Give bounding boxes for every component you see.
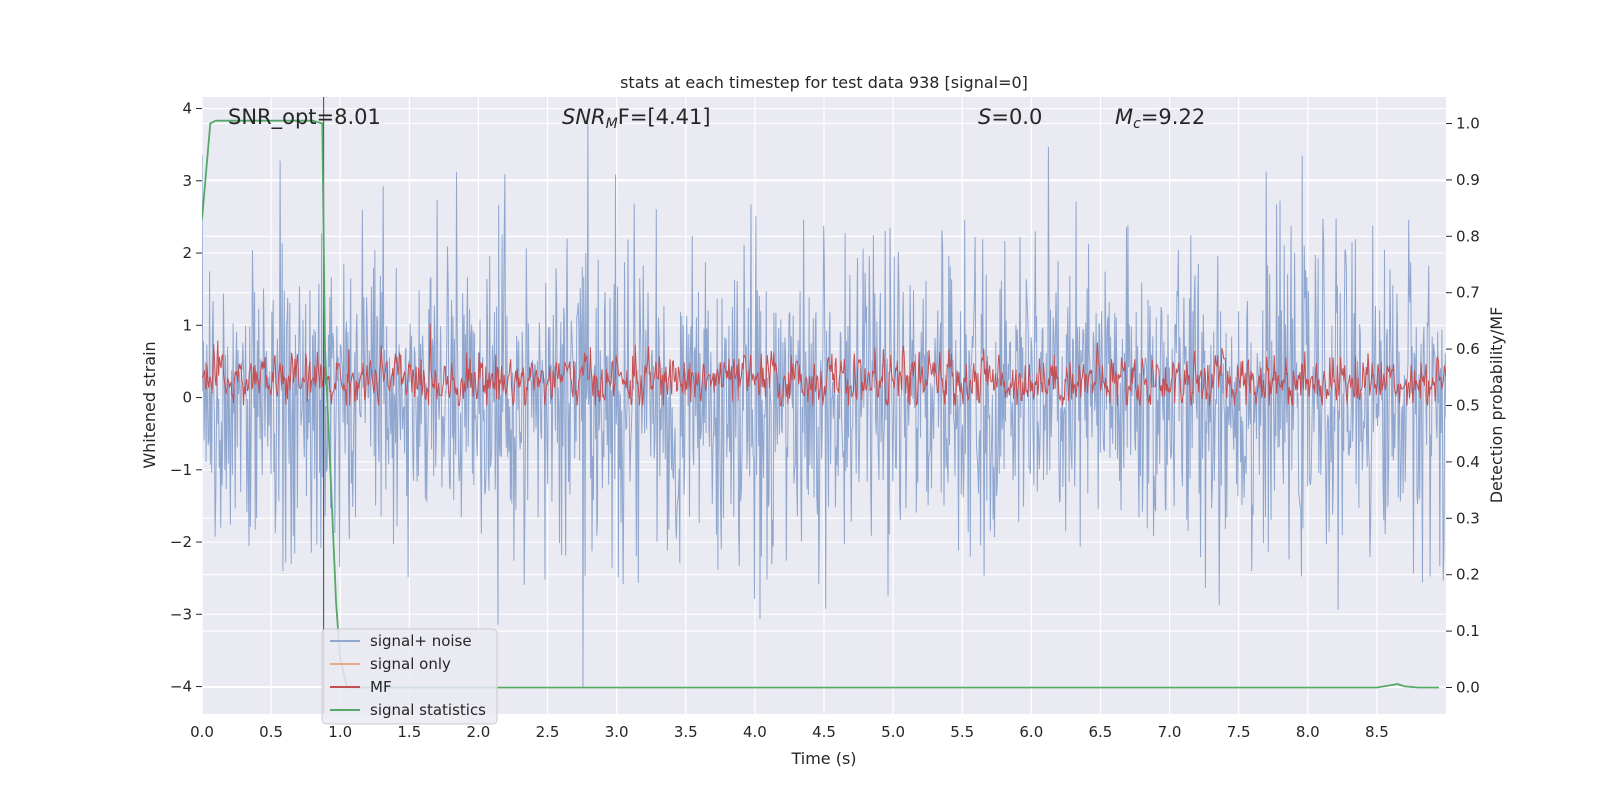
legend-label-signal-statistics: signal statistics (370, 701, 486, 719)
y-axis-ticks: 4 3 2 1 0 −1 −2 −3 −4 (170, 100, 202, 696)
y-tick-label-6: −2 (170, 533, 192, 551)
x-axis-label: Time (s) (790, 749, 856, 768)
y2-tick-label-10: 0.0 (1456, 678, 1480, 696)
y2-axis-ticks: 1.0 0.9 0.8 0.7 0.6 0.5 0.4 0.3 0.2 0.1 0.0 (1446, 115, 1480, 696)
x-tick-label-15: 7.5 (1227, 723, 1251, 741)
x-tick-label-12: 6.0 (1019, 723, 1043, 741)
y2-tick-label-0: 1.0 (1456, 115, 1480, 133)
y2-tick-label-9: 0.1 (1456, 622, 1480, 640)
annotation-s-rest: =0.0 (991, 105, 1042, 129)
y-tick-label-3: 1 (182, 316, 192, 334)
y2-tick-label-5: 0.5 (1456, 397, 1480, 415)
y-tick-label-8: −4 (170, 678, 192, 696)
chart-title: stats at each timestep for test data 938… (620, 73, 1028, 92)
x-tick-label-3: 1.5 (397, 723, 421, 741)
series-mf-line (202, 323, 1446, 406)
x-tick-label-16: 8.0 (1296, 723, 1320, 741)
annotation-mc: Mc=9.22 (1115, 105, 1205, 132)
y-tick-label-1: 3 (182, 172, 192, 190)
y-tick-label-7: −3 (170, 605, 192, 623)
x-axis-ticks: 0.0 0.5 1.0 1.5 2.0 2.5 3.0 3.5 4.0 4.5 5.0 5.5 6.0 6… (190, 723, 1389, 741)
x-tick-label-1: 0.5 (259, 723, 283, 741)
y-tick-label-2: 2 (182, 244, 192, 262)
annotation-snr-mf: SNRMF=[4.41] (562, 105, 711, 132)
x-tick-label-8: 4.0 (743, 723, 767, 741)
y-tick-label-0: 4 (182, 100, 192, 118)
y2-tick-label-1: 0.9 (1456, 171, 1480, 189)
legend-label-signal-noise: signal+ noise (370, 632, 472, 650)
x-tick-label-2: 1.0 (328, 723, 352, 741)
annotation-snr-mf-sub: M (606, 116, 618, 132)
x-tick-label-5: 2.5 (536, 723, 560, 741)
series-signal-noise-line (202, 122, 1446, 687)
y2-tick-label-7: 0.3 (1456, 509, 1480, 527)
annotation-mc-rest: =9.22 (1141, 105, 1205, 129)
y-axis-label: Whitened strain (140, 341, 159, 468)
legend-label-signal-only: signal only (370, 655, 451, 673)
x-tick-label-9: 4.5 (812, 723, 836, 741)
y2-tick-label-2: 0.8 (1456, 227, 1480, 245)
y-tick-label-4: 0 (182, 389, 192, 407)
x-tick-label-13: 6.5 (1089, 723, 1113, 741)
y-tick-label-5: −1 (170, 461, 192, 479)
legend-box (321, 628, 498, 725)
legend: signal+ noise signal only MF signal stat… (321, 628, 498, 725)
legend-label-mf: MF (370, 678, 392, 696)
x-tick-label-17: 8.5 (1365, 723, 1389, 741)
y2-tick-label-3: 0.7 (1456, 284, 1480, 302)
annotation-s-name: S (978, 105, 991, 129)
x-tick-label-10: 5.0 (881, 723, 905, 741)
x-tick-label-6: 3.0 (605, 723, 629, 741)
y2-tick-label-8: 0.2 (1456, 566, 1480, 584)
annotation-snr-mf-rest: F=[4.41] (618, 105, 711, 129)
annotation-snr-opt: SNR_opt=8.01 (228, 105, 381, 130)
x-tick-label-0: 0.0 (190, 723, 214, 741)
annotation-snr-mf-base: SNR (562, 105, 606, 129)
y2-tick-label-6: 0.4 (1456, 453, 1480, 471)
annotation-mc-sub: c (1133, 116, 1141, 132)
y2-axis-label: Detection probability/MF (1487, 307, 1506, 504)
y2-tick-label-4: 0.6 (1456, 340, 1480, 358)
x-tick-label-11: 5.5 (950, 723, 974, 741)
annotation-mc-base: M (1115, 105, 1133, 129)
x-tick-label-4: 2.0 (467, 723, 491, 741)
grid (201, 97, 1446, 714)
x-tick-label-7: 3.5 (674, 723, 698, 741)
annotation-s: S=0.0 (978, 105, 1042, 129)
x-tick-label-14: 7.0 (1158, 723, 1182, 741)
